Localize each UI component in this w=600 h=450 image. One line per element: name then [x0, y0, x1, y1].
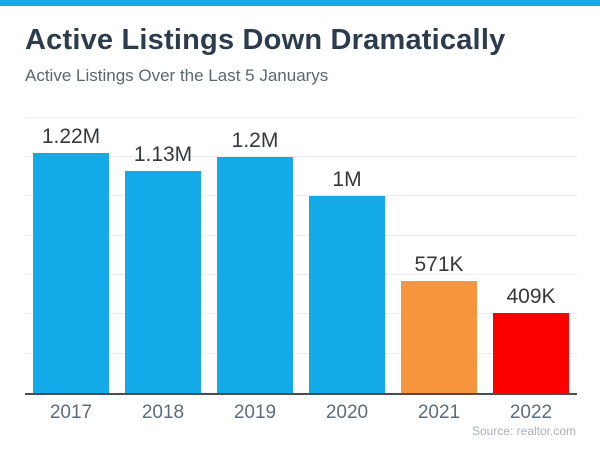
page-title: Active Listings Down Dramatically [25, 24, 506, 56]
chart-header: Active Listings Down Dramatically Active… [25, 24, 506, 86]
bar-column: 1.22M [25, 110, 117, 393]
page-subtitle: Active Listings Over the Last 5 Januarys [25, 65, 329, 85]
bar-series: 1.22M 1.13M 1.2M 1M 571K 409K [25, 110, 577, 393]
x-axis-label: 2021 [417, 402, 461, 423]
bar-column: 571K [393, 110, 485, 393]
bar-value-label: 1M [332, 168, 362, 191]
gridline [25, 274, 577, 276]
x-axis-label: 2018 [141, 402, 185, 423]
x-axis: 2017 2018 2019 2020 2021 2022 [25, 402, 577, 424]
bar-column: 1.2M [209, 110, 301, 393]
gridline [25, 234, 577, 236]
bar-value-label: 1.13M [133, 143, 193, 166]
x-axis-label: 2019 [233, 402, 277, 423]
gridline [25, 195, 577, 197]
gridline [25, 116, 577, 118]
bar-column: 1M [301, 110, 393, 393]
bar [309, 196, 385, 393]
bar-value-label: 409K [506, 285, 556, 308]
top-accent-bar [0, 0, 600, 6]
bar [401, 281, 477, 393]
x-axis-label: 2017 [49, 402, 93, 423]
gridline [25, 313, 577, 315]
bar [217, 157, 293, 393]
bar [493, 313, 569, 393]
gridline [25, 352, 577, 354]
plot-area: 1.22M 1.13M 1.2M 1M 571K 409K [25, 110, 577, 395]
x-axis-label: 2022 [509, 402, 553, 423]
bar-value-label: 1.22M [41, 125, 101, 148]
bar-column: 1.13M [117, 110, 209, 393]
bar-value-label: 571K [414, 253, 464, 276]
source-note: Source: realtor.com [471, 424, 576, 438]
bar-column: 409K [485, 110, 577, 393]
bar [125, 171, 201, 393]
x-axis-label: 2020 [325, 402, 369, 423]
gridline [25, 156, 577, 158]
bar [33, 153, 109, 393]
bar-value-label: 1.2M [231, 129, 279, 152]
